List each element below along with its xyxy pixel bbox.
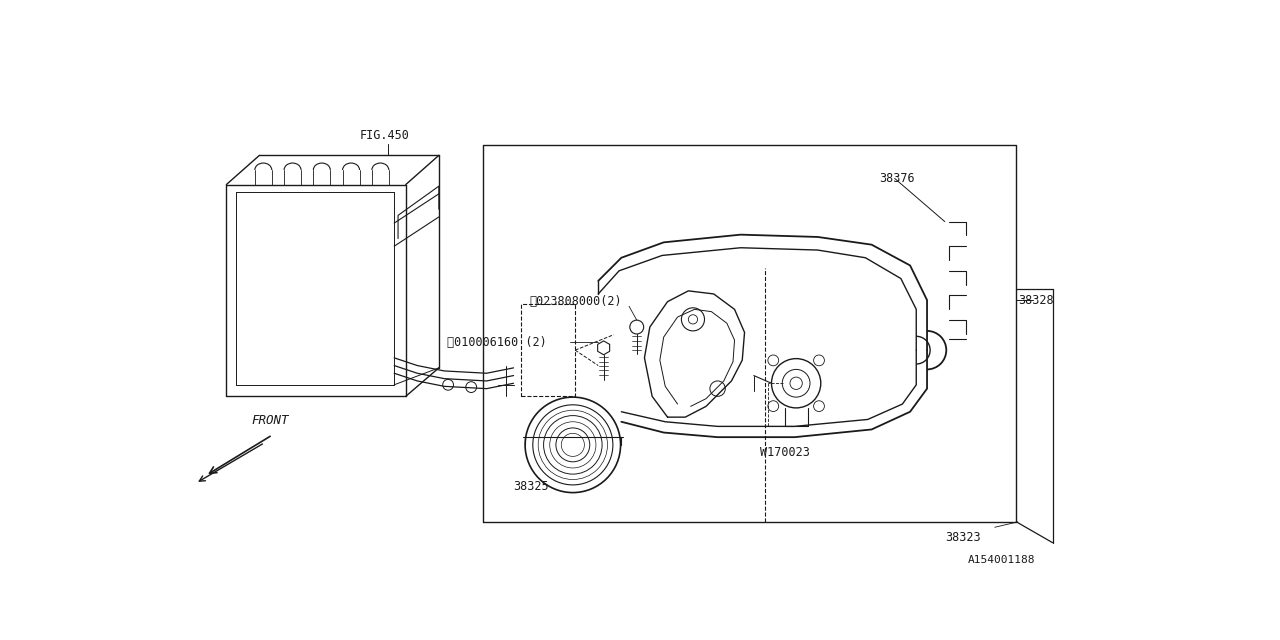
Text: FRONT: FRONT <box>252 414 289 427</box>
Text: 38323: 38323 <box>945 531 980 544</box>
Text: A154001188: A154001188 <box>968 556 1036 565</box>
Text: 38328: 38328 <box>1018 294 1053 307</box>
Text: ⓝ023808000(2): ⓝ023808000(2) <box>529 295 622 308</box>
Text: Ⓑ010006160 (2): Ⓑ010006160 (2) <box>447 336 547 349</box>
Text: 38376: 38376 <box>879 172 915 185</box>
Text: FIG.450: FIG.450 <box>360 129 410 142</box>
Text: W170023: W170023 <box>760 446 810 459</box>
Text: 38325: 38325 <box>513 480 549 493</box>
